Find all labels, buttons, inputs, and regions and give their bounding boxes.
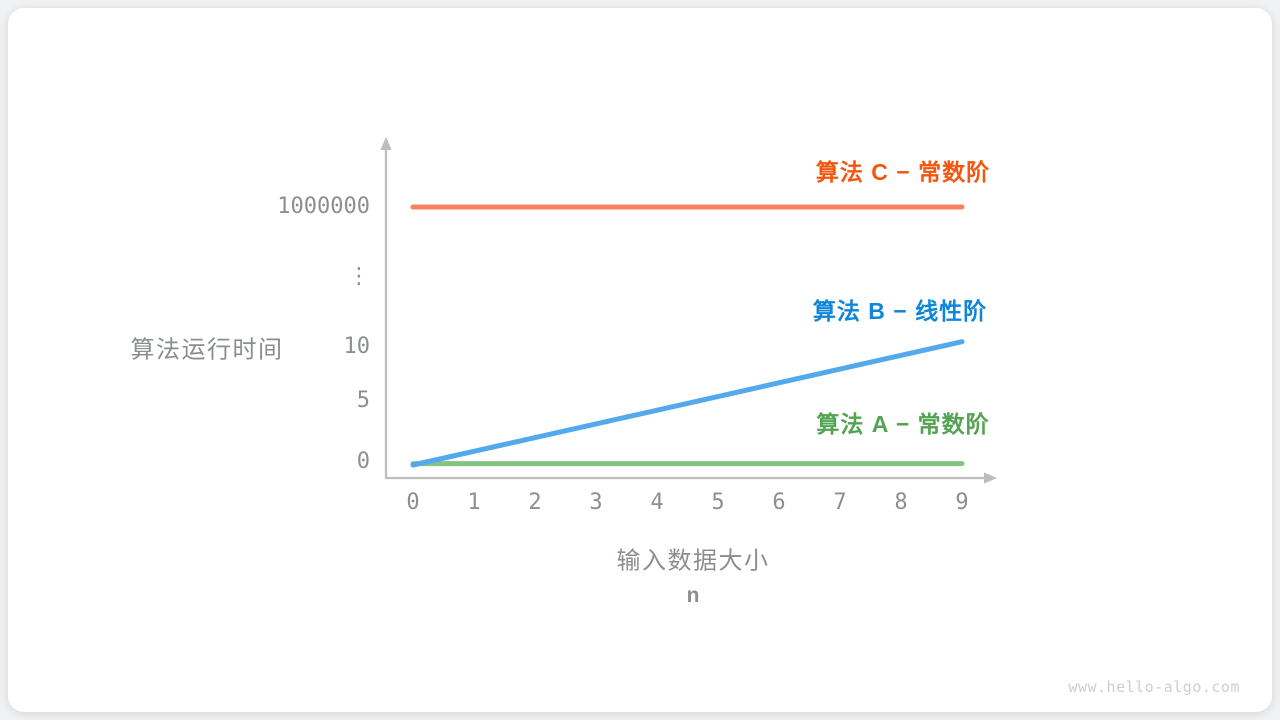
x-tick-label: 8 — [894, 490, 908, 515]
series-label-algorithm-c: 算法 C − 常数阶 — [815, 159, 991, 185]
x-axis-title: 输入数据大小 — [616, 547, 770, 575]
x-axis-arrowhead-icon — [984, 472, 997, 484]
x-tick-label: 4 — [650, 490, 664, 515]
x-tick-label: 7 — [833, 490, 847, 515]
y-tick-label: 10 — [343, 334, 371, 359]
x-tick-label: 0 — [406, 490, 420, 515]
x-tick-label: 5 — [711, 490, 725, 515]
watermark: www.hello-algo.com — [1068, 678, 1240, 696]
y-axis-arrowhead-icon — [380, 137, 392, 150]
chart-card — [8, 8, 1272, 712]
series-label-algorithm-b: 算法 B − 线性阶 — [812, 298, 988, 324]
y-axis-title: 算法运行时间 — [130, 336, 284, 364]
x-tick-label: 9 — [955, 490, 969, 515]
series-line-算法-b — [410, 339, 965, 468]
x-tick-label: 6 — [772, 490, 786, 515]
x-tick-label: 3 — [589, 490, 603, 515]
series-label-algorithm-a: 算法 A − 常数阶 — [816, 411, 990, 437]
y-tick-label: ⋮ — [348, 264, 370, 289]
x-axis-variable: n — [686, 584, 700, 607]
y-tick-label: 0 — [356, 449, 370, 474]
x-tick-label: 2 — [528, 490, 542, 515]
y-tick-label: 1000000 — [277, 194, 370, 219]
y-tick-label: 5 — [356, 388, 370, 413]
x-tick-label: 1 — [467, 490, 481, 515]
